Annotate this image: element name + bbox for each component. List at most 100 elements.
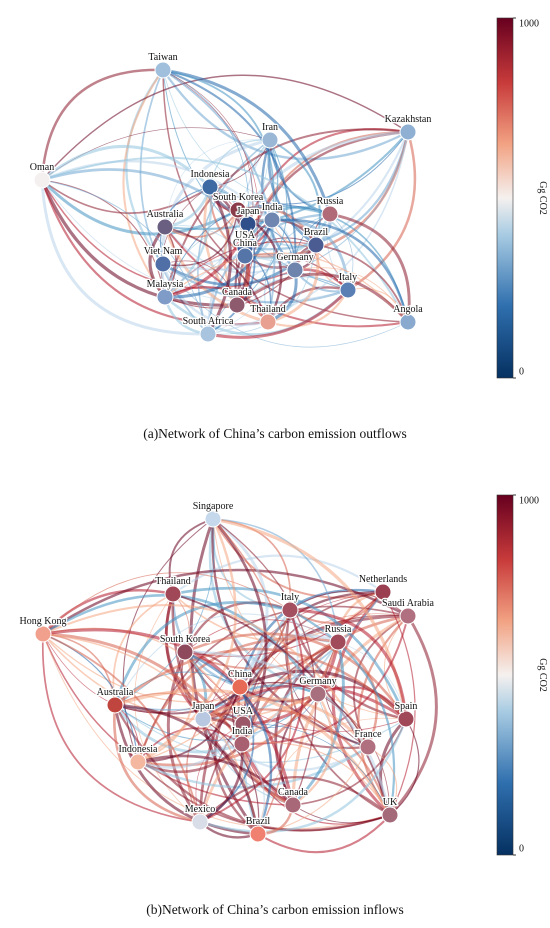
node bbox=[284, 796, 302, 814]
edge bbox=[113, 601, 291, 706]
node bbox=[176, 643, 194, 661]
node-label: Oman bbox=[30, 162, 54, 173]
edge bbox=[114, 613, 339, 706]
edge bbox=[337, 641, 407, 720]
edge bbox=[199, 743, 244, 824]
edge bbox=[137, 754, 294, 806]
edge bbox=[114, 647, 407, 720]
edge bbox=[207, 219, 276, 335]
node bbox=[191, 813, 209, 831]
edge bbox=[42, 594, 320, 695]
edge bbox=[137, 518, 237, 764]
node-label: Canada bbox=[278, 787, 309, 798]
node-label: Germany bbox=[299, 676, 336, 687]
edge bbox=[162, 69, 276, 323]
edge bbox=[388, 615, 438, 816]
edge bbox=[162, 69, 275, 221]
edge bbox=[40, 178, 239, 236]
edge bbox=[203, 186, 238, 306]
edge bbox=[114, 671, 241, 706]
node bbox=[321, 205, 339, 223]
edge bbox=[42, 628, 295, 806]
edge bbox=[267, 289, 349, 328]
node-label: Japan bbox=[192, 701, 215, 712]
edge bbox=[202, 718, 260, 835]
edge bbox=[137, 609, 291, 763]
edge bbox=[41, 160, 273, 221]
node-label: Brazil bbox=[246, 816, 271, 827]
node-label: Japan bbox=[237, 206, 260, 217]
edge bbox=[209, 131, 409, 205]
node-label: Angola bbox=[393, 304, 423, 315]
edge bbox=[164, 219, 274, 299]
node-label: Australia bbox=[97, 687, 134, 698]
edge bbox=[207, 223, 256, 335]
edge bbox=[168, 518, 214, 595]
node bbox=[397, 710, 415, 728]
edge bbox=[162, 69, 409, 161]
node bbox=[249, 825, 267, 843]
node bbox=[399, 607, 417, 625]
edge bbox=[207, 131, 409, 335]
edge bbox=[42, 568, 409, 636]
node-label: Australia bbox=[147, 209, 184, 220]
colorbar-tick-label: 1000 bbox=[519, 18, 539, 29]
edge bbox=[162, 69, 331, 215]
node bbox=[154, 255, 172, 273]
edge bbox=[162, 68, 332, 215]
colorbar-tick-label: 0 bbox=[519, 843, 524, 854]
node bbox=[164, 585, 182, 603]
node bbox=[33, 171, 51, 189]
edge bbox=[42, 604, 369, 748]
edge bbox=[236, 272, 410, 323]
node-label: Italy bbox=[281, 592, 299, 603]
edge bbox=[271, 218, 410, 323]
edge bbox=[114, 703, 260, 835]
node-label: China bbox=[233, 238, 257, 249]
node bbox=[199, 325, 217, 343]
edge bbox=[236, 139, 288, 306]
edge bbox=[162, 69, 250, 225]
caption: (a)Network of China’s carbon emission ou… bbox=[143, 426, 407, 441]
edge bbox=[257, 814, 391, 854]
caption: (b)Network of China’s carbon emission in… bbox=[146, 902, 404, 917]
node bbox=[234, 715, 252, 733]
edge bbox=[41, 168, 249, 226]
node bbox=[129, 753, 147, 771]
edge bbox=[164, 186, 213, 298]
node bbox=[34, 625, 52, 643]
edge bbox=[41, 156, 409, 323]
node bbox=[381, 806, 399, 824]
colorbar-tick-label: 0 bbox=[519, 366, 524, 377]
node-label: USA bbox=[235, 230, 256, 241]
edge bbox=[239, 139, 271, 323]
node bbox=[261, 131, 279, 149]
edge bbox=[164, 209, 239, 238]
node-label: Thailand bbox=[250, 304, 286, 315]
edge bbox=[241, 741, 391, 816]
edge bbox=[209, 139, 271, 188]
node-label: UK bbox=[383, 797, 398, 808]
node bbox=[339, 281, 357, 299]
edge bbox=[202, 718, 369, 772]
edge bbox=[212, 518, 317, 806]
edge bbox=[148, 225, 167, 299]
edge bbox=[40, 179, 209, 336]
node-label: Germany bbox=[276, 252, 313, 263]
node-label: South Africa bbox=[183, 316, 234, 327]
edge bbox=[389, 718, 420, 816]
edge bbox=[202, 708, 391, 816]
edge bbox=[329, 212, 411, 323]
edge bbox=[114, 518, 215, 706]
colorbar bbox=[496, 494, 514, 856]
node-label: India bbox=[262, 202, 283, 213]
edge bbox=[315, 244, 409, 323]
edge bbox=[347, 131, 417, 292]
edge bbox=[207, 288, 350, 339]
edge bbox=[162, 244, 317, 286]
edge bbox=[164, 252, 409, 323]
node-label: China bbox=[228, 669, 252, 680]
node bbox=[374, 583, 392, 601]
edge bbox=[292, 804, 391, 824]
node bbox=[201, 178, 219, 196]
